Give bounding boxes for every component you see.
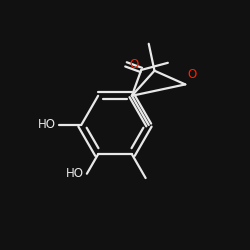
Text: HO: HO	[66, 167, 84, 180]
Text: O: O	[130, 58, 139, 71]
Text: O: O	[188, 68, 197, 81]
Text: HO: HO	[38, 118, 56, 132]
